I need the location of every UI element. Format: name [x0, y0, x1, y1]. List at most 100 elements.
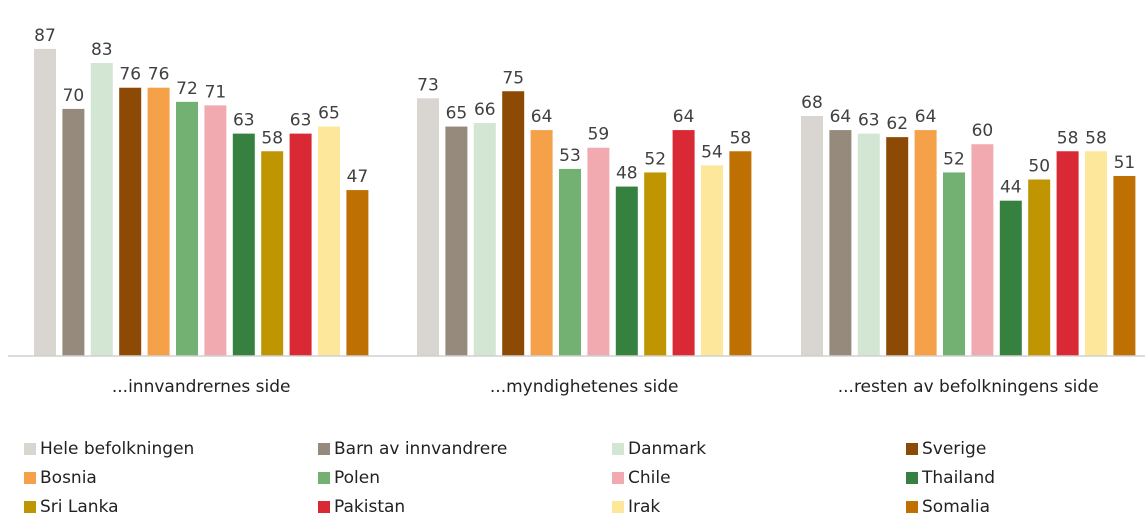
data-label-2-12: 58	[730, 128, 752, 148]
bar-2-1	[417, 98, 439, 356]
data-label-2-1: 73	[417, 75, 439, 95]
data-label-2-11: 54	[701, 142, 723, 162]
bars-layer: 87 70 83 76 76 72 71 63 58 63 65 47 73 65 66 75 64 53 59 48…	[34, 26, 1136, 357]
bar-1-4	[119, 87, 142, 356]
bar-2-8	[615, 186, 638, 356]
data-label-1-11: 65	[318, 104, 340, 124]
bar-2-9	[644, 172, 667, 356]
bar-2-10	[672, 130, 695, 356]
legend-label-4: Sverige	[922, 439, 987, 459]
data-label-2-10: 64	[673, 107, 695, 127]
legend-label-9: Sri Lanka	[40, 497, 119, 517]
bar-2-4	[502, 91, 525, 356]
data-label-3-11: 58	[1085, 128, 1107, 148]
legend-label-5: Bosnia	[40, 468, 97, 488]
legend-label-1: Hele befolkningen	[40, 439, 195, 459]
legend-swatch-2	[318, 443, 330, 455]
bar-1-1	[34, 48, 56, 356]
bar-3-1	[801, 115, 823, 357]
category-label-1: ...innvandrernes side	[112, 377, 291, 397]
data-label-2-7: 59	[588, 125, 610, 145]
data-label-3-12: 51	[1114, 153, 1136, 173]
data-label-2-8: 48	[616, 164, 638, 184]
legend-item-5: Bosnia	[24, 465, 222, 491]
legend-item-8: Thailand	[906, 465, 1104, 491]
legend-swatch-3	[612, 443, 624, 455]
bar-1-6	[176, 101, 198, 356]
data-label-3-4: 62	[886, 114, 908, 134]
data-label-2-9: 52	[644, 149, 666, 169]
legend-swatch-11	[612, 501, 624, 513]
data-label-1-10: 63	[290, 111, 312, 131]
data-label-2-6: 53	[559, 146, 581, 166]
data-label-3-10: 58	[1057, 128, 1079, 148]
legend-label-10: Pakistan	[334, 497, 406, 517]
legend-swatch-9	[24, 501, 36, 513]
legend-label-12: Somalia	[922, 497, 991, 517]
data-label-1-7: 71	[205, 82, 227, 102]
legend-label-7: Chile	[628, 468, 671, 488]
bar-1-7	[204, 105, 227, 357]
legend-label-6: Polen	[334, 468, 381, 488]
legend-label-2: Barn av innvandrere	[334, 439, 508, 459]
legend-label-3: Danmark	[628, 439, 707, 459]
data-label-2-5: 64	[531, 107, 553, 127]
data-label-3-8: 44	[1000, 178, 1022, 198]
bar-2-12	[729, 151, 752, 356]
legend: Hele befolkningen Barn av innvandrere Danm…	[24, 436, 1144, 520]
bar-3-8	[999, 200, 1022, 356]
bar-3-6	[943, 172, 965, 356]
legend-item-2: Barn av innvandrere	[318, 436, 516, 462]
bar-2-3	[473, 123, 496, 357]
legend-swatch-1	[24, 443, 36, 455]
data-label-3-6: 52	[943, 149, 965, 169]
bar-3-3	[857, 133, 880, 356]
legend-item-11: Irak	[612, 494, 810, 520]
data-label-1-6: 72	[176, 79, 198, 99]
category-label-2: ...myndighetenes side	[490, 377, 679, 397]
category-label-3: ...resten av befolkningens side	[838, 377, 1099, 397]
bar-3-9	[1028, 179, 1051, 356]
legend-label-8: Thailand	[922, 468, 996, 488]
bar-3-11	[1085, 151, 1107, 356]
data-label-1-8: 63	[233, 111, 255, 131]
legend-swatch-5	[24, 472, 36, 484]
data-label-3-3: 63	[858, 111, 880, 131]
bar-2-7	[587, 147, 610, 356]
legend-item-9: Sri Lanka	[24, 494, 222, 520]
data-label-1-2: 70	[63, 86, 85, 106]
data-label-1-3: 83	[91, 40, 113, 60]
bar-1-9	[261, 151, 284, 356]
bar-2-11	[701, 165, 723, 356]
legend-swatch-4	[906, 443, 918, 455]
bar-1-2	[62, 108, 85, 357]
legend-swatch-12	[906, 501, 918, 513]
data-label-2-2: 65	[446, 104, 468, 124]
bar-1-5	[147, 87, 170, 356]
legend-label-11: Irak	[628, 497, 661, 517]
bar-1-10	[289, 133, 312, 356]
bar-1-12	[346, 190, 369, 356]
legend-item-7: Chile	[612, 465, 810, 491]
bar-chart-plot: 87 70 83 76 76 72 71 63 58 63 65 47 73 65 66 75 64 53 59 48…	[8, 26, 1145, 397]
data-label-2-4: 75	[502, 68, 524, 88]
data-label-3-9: 50	[1028, 157, 1050, 177]
legend-swatch-10	[318, 501, 330, 513]
bar-2-2	[445, 126, 468, 356]
legend-swatch-8	[906, 472, 918, 484]
bar-1-8	[232, 133, 255, 356]
bar-3-4	[886, 137, 909, 356]
data-label-1-4: 76	[119, 65, 141, 85]
legend-item-10: Pakistan	[318, 494, 516, 520]
data-label-1-9: 58	[261, 128, 283, 148]
legend-item-12: Somalia	[906, 494, 1104, 520]
data-label-1-5: 76	[148, 65, 170, 85]
bar-3-10	[1056, 151, 1079, 356]
legend-swatch-6	[318, 472, 330, 484]
bar-3-2	[829, 130, 852, 356]
data-label-3-1: 68	[801, 93, 823, 113]
legend-item-1: Hele befolkningen	[24, 436, 222, 462]
data-label-1-1: 87	[34, 26, 56, 46]
data-label-3-7: 60	[972, 121, 994, 141]
